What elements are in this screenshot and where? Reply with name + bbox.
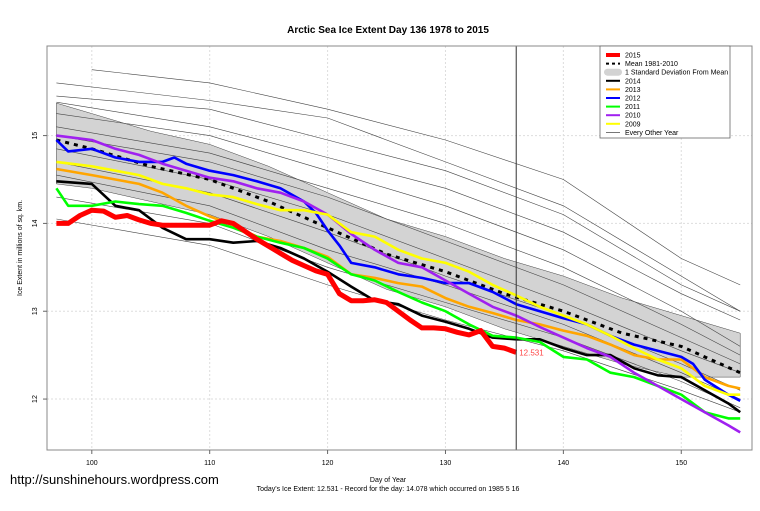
series-lines — [55, 134, 741, 434]
y-tick-label: 12 — [32, 395, 39, 403]
x-tick-label: 100 — [86, 460, 98, 467]
legend-label: 2014 — [625, 78, 641, 85]
other-year-line — [56, 82, 741, 312]
other-years — [56, 69, 741, 413]
legend-label: 2010 — [625, 113, 641, 120]
series-line-2015 — [56, 207, 518, 355]
x-tick-label: 120 — [322, 460, 334, 467]
series-line-2010 — [56, 134, 741, 434]
x-tick-label: 110 — [204, 460, 215, 467]
series-line-2014 — [56, 180, 741, 414]
legend-label: 2011 — [625, 104, 640, 111]
other-year-line — [91, 69, 741, 286]
x-tick-label: 150 — [675, 460, 687, 467]
legend-label: 2009 — [625, 121, 641, 128]
series-line-2011 — [55, 187, 741, 420]
legend-label: 2013 — [625, 87, 641, 94]
chart-title: Arctic Sea Ice Extent Day 136 1978 to 20… — [287, 25, 489, 36]
legend-swatch — [604, 68, 622, 76]
y-tick-label: 14 — [32, 219, 39, 227]
other-year-line — [56, 113, 741, 347]
x-tick-label: 140 — [558, 460, 570, 467]
other-year-line — [56, 174, 741, 400]
y-axis: 12 13 14 15 — [32, 132, 47, 403]
footer-text: Today's Ice Extent: 12.531 - Record for … — [257, 486, 520, 493]
y-tick-label: 15 — [32, 132, 39, 140]
current-value-label: 12.531 — [519, 348, 544, 357]
other-year-line — [56, 135, 741, 365]
legend-label: 2012 — [625, 96, 641, 103]
legend-label: Mean 1981-2010 — [625, 61, 678, 68]
x-tick-label: 130 — [440, 460, 452, 467]
y-tick-label: 13 — [32, 307, 39, 315]
x-axis-label: Day of Year — [370, 477, 407, 484]
series-line-2012 — [55, 139, 741, 402]
series-line-2013 — [56, 167, 741, 390]
legend-label: 1 Standard Deviation From Mean — [625, 70, 728, 77]
legend-label: 2015 — [625, 53, 641, 60]
other-year-line — [56, 148, 741, 373]
legend-box — [599, 45, 731, 139]
plot-frame — [46, 45, 753, 451]
other-year-line — [56, 218, 741, 413]
y-axis-label: Ice Extent in millions of sq. km. — [17, 200, 24, 296]
other-year-line — [56, 161, 741, 391]
series-line-2009 — [56, 160, 741, 397]
x-axis: 100 110 120 130 140 150 — [86, 450, 687, 467]
legend-label: Every Other Year — [625, 130, 679, 137]
watermark-url: http://sunshinehours.wordpress.com — [10, 472, 219, 487]
other-year-line — [56, 101, 741, 321]
other-year-line — [56, 126, 741, 356]
other-year-line — [56, 95, 741, 312]
